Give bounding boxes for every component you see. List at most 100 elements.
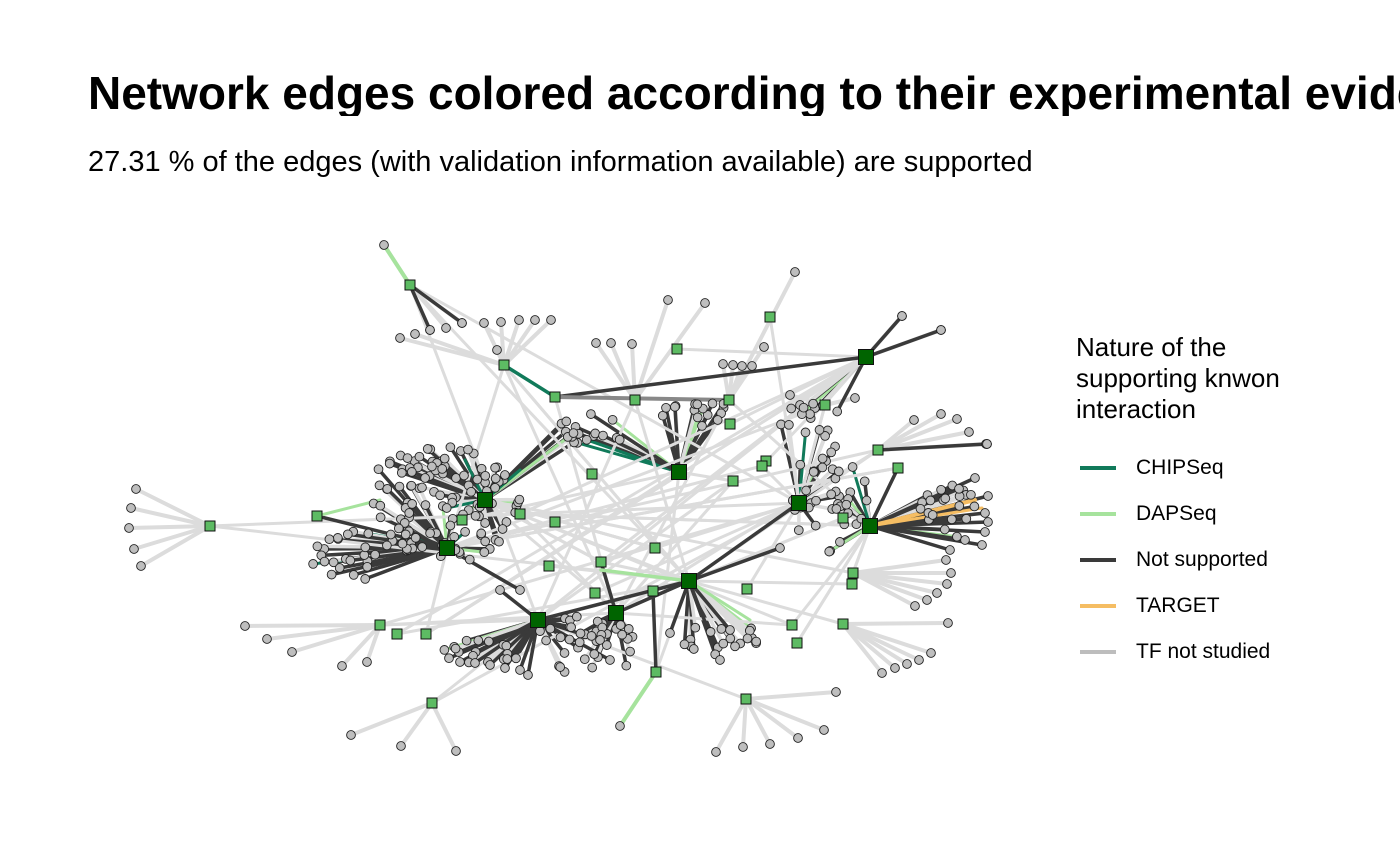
target-node [457, 318, 467, 328]
edge [424, 546, 449, 636]
target-node [786, 403, 797, 414]
edge [315, 514, 449, 550]
target-node [490, 462, 500, 473]
target-node [396, 467, 407, 478]
legend-key-dapseq [1080, 512, 1116, 516]
edge [841, 621, 950, 626]
edge [382, 243, 412, 287]
target-node [406, 480, 417, 491]
target-node [832, 406, 843, 417]
target-node [800, 427, 811, 438]
target-node [952, 531, 962, 542]
target-node [819, 725, 829, 735]
edge [593, 501, 801, 595]
target-node [362, 561, 373, 572]
edge [408, 283, 464, 325]
target-node [926, 648, 936, 658]
edge [553, 395, 731, 402]
edge [129, 506, 212, 528]
regulator-node [426, 697, 438, 709]
edge [499, 320, 506, 367]
legend-title-line-2: supporting knwon [1076, 363, 1280, 393]
target-node [615, 721, 625, 731]
edge [868, 524, 967, 542]
target-node [535, 626, 545, 636]
legend-item-dapseq: DAPSeq [1076, 491, 1396, 537]
legend-label-chipseq: CHIPSeq [1136, 456, 1224, 479]
target-node [326, 569, 337, 580]
target-node [545, 623, 556, 634]
edge [651, 589, 658, 674]
edge [594, 341, 637, 402]
target-node [587, 662, 598, 673]
regulator-node [846, 578, 858, 590]
target-node [679, 639, 690, 650]
target-node [129, 544, 139, 554]
target-node [936, 409, 946, 419]
target-node [382, 484, 393, 494]
target-node [396, 741, 406, 751]
hub-node [681, 573, 697, 589]
edge [687, 501, 801, 583]
target-node [417, 482, 427, 493]
regulator-node [791, 637, 803, 649]
target-node [954, 483, 964, 494]
target-node [897, 311, 907, 321]
edge [365, 623, 382, 664]
target-node [490, 482, 500, 493]
target-node [332, 533, 343, 543]
target-node [730, 641, 740, 652]
target-node [345, 555, 356, 566]
edge [795, 524, 872, 645]
target-node [969, 501, 980, 512]
target-node [983, 491, 993, 501]
target-node [589, 649, 600, 659]
target-node [497, 524, 508, 534]
target-node [970, 473, 980, 483]
target-node [936, 484, 946, 495]
regulator-node [586, 468, 598, 480]
target-node [661, 402, 671, 413]
target-node [124, 523, 134, 533]
regulator-node [723, 394, 735, 406]
target-node [759, 342, 769, 352]
edge [502, 318, 553, 367]
target-node [728, 360, 738, 370]
target-node [131, 484, 141, 494]
target-node [625, 646, 635, 657]
target-node [835, 537, 845, 547]
target-node [621, 660, 632, 671]
target-node [337, 661, 347, 671]
target-node [473, 635, 484, 646]
target-node [751, 636, 762, 647]
target-node [342, 529, 353, 540]
edge [589, 412, 681, 474]
target-node [425, 528, 435, 539]
edges [127, 243, 990, 754]
legend-item-chipseq: CHIPSeq [1076, 445, 1396, 491]
target-node [427, 461, 437, 472]
edge [741, 697, 748, 749]
target-node [375, 512, 386, 523]
target-node [964, 427, 974, 437]
hub-node [791, 495, 807, 511]
target-node [738, 742, 748, 752]
target-node [980, 508, 990, 518]
target-node [511, 653, 521, 664]
target-node [700, 298, 710, 308]
legend-item-not-supported: Not supported [1076, 537, 1396, 583]
target-node [697, 421, 707, 431]
target-node [495, 585, 505, 595]
edge [868, 466, 900, 528]
target-node [494, 536, 504, 547]
target-node [461, 635, 472, 646]
target-node [665, 628, 675, 638]
regulator-node [741, 583, 753, 595]
target-node [859, 476, 870, 487]
target-node [485, 660, 495, 670]
chart-title: Network edges colored according to their… [88, 70, 1400, 116]
legend-title-line-1: Nature of the [1076, 332, 1227, 362]
legend-key-chipseq [1080, 466, 1116, 470]
target-node [692, 412, 703, 423]
hub-node [439, 540, 455, 556]
